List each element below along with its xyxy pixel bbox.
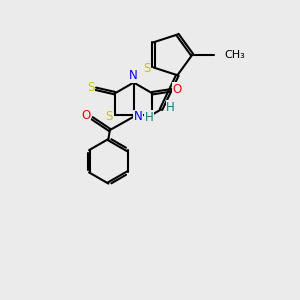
Text: N: N	[134, 110, 142, 123]
Text: S: S	[87, 81, 94, 94]
Text: H: H	[166, 100, 175, 113]
Text: S: S	[105, 110, 112, 123]
Text: S: S	[143, 62, 151, 76]
Text: O: O	[172, 83, 182, 96]
Text: N: N	[129, 70, 138, 83]
Text: CH₃: CH₃	[224, 50, 245, 60]
Text: O: O	[82, 109, 91, 122]
Text: H: H	[145, 111, 154, 124]
